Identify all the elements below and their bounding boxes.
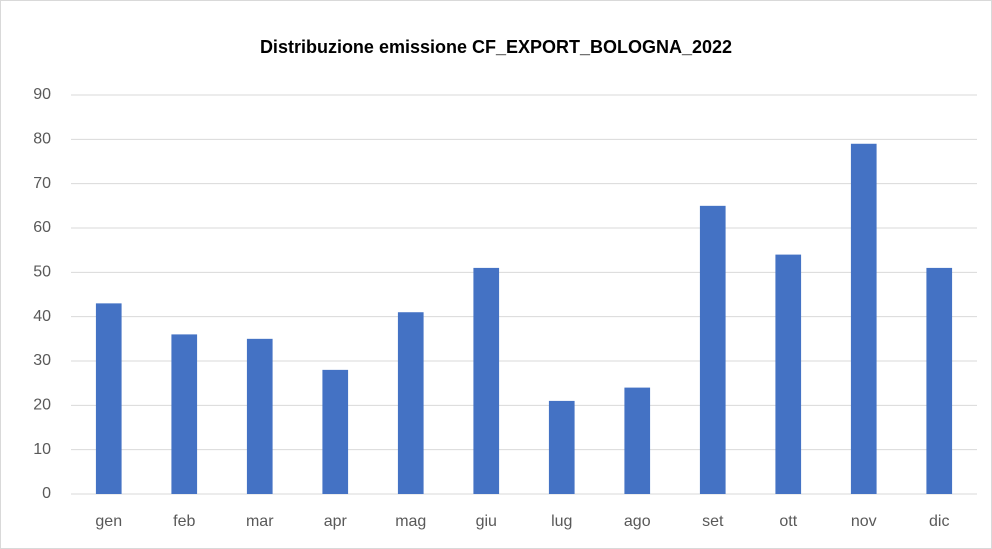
- x-tick-label: lug: [551, 513, 572, 530]
- y-tick-label: 20: [33, 397, 51, 414]
- y-tick-label: 80: [33, 131, 51, 148]
- x-tick-label: ago: [624, 513, 651, 530]
- y-tick-label: 50: [33, 264, 51, 281]
- x-tick-label: mag: [395, 513, 426, 530]
- x-tick-label: mar: [246, 513, 274, 530]
- bar: [397, 312, 424, 494]
- bar: [548, 400, 575, 494]
- y-tick-label: 40: [33, 308, 51, 325]
- bar: [775, 254, 802, 494]
- x-tick-label: apr: [324, 513, 348, 530]
- bar: [473, 267, 500, 494]
- y-tick-label: 70: [33, 175, 51, 192]
- bar: [624, 387, 651, 494]
- bar: [95, 303, 122, 494]
- y-tick-label: 90: [33, 86, 51, 103]
- y-tick-label: 10: [33, 441, 51, 458]
- bar: [171, 334, 198, 494]
- x-tick-label: gen: [95, 513, 122, 530]
- y-tick-label: 30: [33, 352, 51, 369]
- y-tick-label: 60: [33, 219, 51, 236]
- bar: [926, 267, 953, 494]
- x-tick-label: giu: [476, 513, 497, 530]
- bar: [850, 143, 877, 494]
- bar: [699, 205, 726, 495]
- x-tick-label: ott: [779, 513, 797, 530]
- chart-title: Distribuzione emissione CF_EXPORT_BOLOGN…: [260, 37, 732, 57]
- y-tick-label: 0: [42, 485, 51, 502]
- x-tick-label: feb: [173, 513, 195, 530]
- bar: [322, 369, 349, 494]
- bar: [246, 338, 273, 494]
- x-tick-label: dic: [929, 513, 949, 530]
- x-tick-label: nov: [851, 513, 877, 530]
- x-tick-label: set: [702, 513, 724, 530]
